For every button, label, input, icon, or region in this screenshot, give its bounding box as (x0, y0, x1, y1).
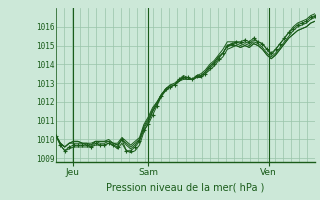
X-axis label: Pression niveau de la mer( hPa ): Pression niveau de la mer( hPa ) (107, 182, 265, 192)
